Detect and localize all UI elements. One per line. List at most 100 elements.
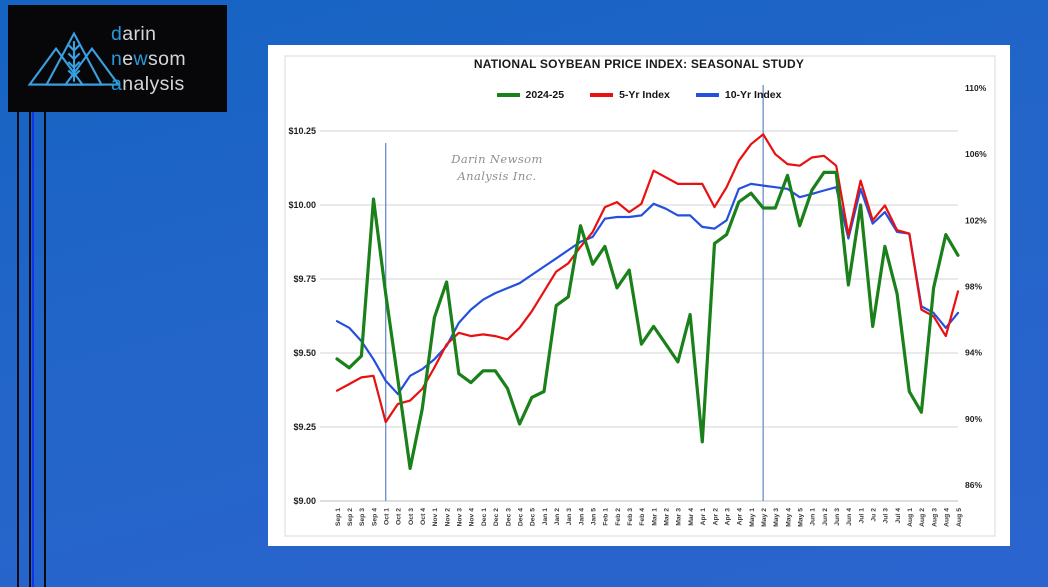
x-axis-tick: Jun 3 [834,508,841,526]
x-axis-tick: Feb 2 [615,508,622,526]
x-axis-tick: May 2 [761,508,768,527]
legend-label: 5-Yr Index [619,89,670,101]
x-axis-tick: Ju 2 [871,508,878,522]
right-axis-labels: 110% 106% 102% 98% 94% 90% 86% [965,83,987,490]
legend-label: 10-Yr Index [724,89,782,101]
x-axis-tick: Jan 2 [554,508,561,526]
chart-panel: $10.25 $10.00 $9.75 $9.50 $9.25 $9.00 110% 106%… [268,45,1010,546]
right-axis-tick: 86% [965,480,982,490]
right-axis-tick: 94% [965,348,982,358]
x-axis-tick: Aug 4 [944,508,951,527]
right-axis-tick: 106% [965,149,987,159]
watermark-line-2: Analysis Inc. [457,169,537,183]
series-line-2024-25 [335,170,960,470]
x-axis-tick: Oct 3 [408,508,415,525]
x-axis-tick: Nov 2 [444,508,451,527]
left-axis-tick: $9.00 [293,496,316,506]
x-axis-tick: Jan 1 [542,508,549,526]
x-axis-tick: Jul 3 [883,508,890,524]
x-axis-tick: Jul 1 [858,508,865,524]
x-axis-tick: Jun 2 [822,508,829,526]
logo-word: darin [111,23,157,45]
x-axis-tick: Feb 4 [639,508,646,526]
left-axis-labels: $10.25 $10.00 $9.75 $9.50 $9.25 $9.00 [288,126,316,506]
x-axis-tick: Feb 1 [603,508,610,526]
legend-swatch [590,93,614,97]
watermark: Darin Newsom Analysis Inc. [412,151,582,185]
x-axis-tick: Dec 1 [481,508,488,526]
x-axis-tick: Dec 2 [493,508,500,526]
left-stripe-black-2 [29,112,31,587]
x-axis-labels: Sep 1 Sep 2 Sep 3 Sep 4 Oct 1 Oct 2 Oct 3 Oct 4… [335,508,963,527]
right-axis-tick: 90% [965,414,982,424]
x-axis-tick: Mar 2 [664,508,671,526]
legend-swatch [496,93,520,97]
logo-word: analysis [111,73,185,95]
dna-logo: darin newsom analysis [8,5,227,112]
left-stripe-black-1 [17,112,19,587]
chart-title: NATIONAL SOYBEAN PRICE INDEX: SEASONAL S… [473,57,805,71]
reference-lines [385,85,764,501]
logo-word: newsom [111,48,187,70]
x-axis-tick: May 1 [749,508,756,527]
right-axis-tick: 102% [965,215,987,225]
x-axis-tick: Aug 2 [919,508,926,527]
left-axis-tick: $10.00 [288,200,316,210]
left-axis-tick: $9.25 [293,422,316,432]
x-axis-tick: Mar 1 [651,508,658,526]
x-axis-tick: Nov 1 [432,508,439,527]
x-axis-tick: Aug 1 [907,508,914,527]
x-axis-tick: Dec 5 [530,508,537,526]
x-axis-tick: Jan 5 [590,508,597,526]
x-axis-tick: May 5 [797,508,804,527]
x-axis-tick: Dec 4 [517,508,524,526]
seasonal-line-chart: $10.25 $10.00 $9.75 $9.50 $9.25 $9.00 110% 106%… [284,55,996,537]
logo-wordmark: darin newsom analysis [111,22,186,97]
x-axis-tick: May 4 [785,508,792,527]
legend-item-10-yr-index: 10-Yr Index [695,89,782,101]
x-axis-tick: Mar 4 [688,508,695,526]
x-axis-tick: May 3 [773,508,780,527]
legend-item-5-yr-index: 5-Yr Index [590,89,670,101]
x-axis-tick: Oct 4 [420,508,427,525]
x-axis-tick: Jan 3 [566,508,573,526]
x-axis-tick: Sep 2 [347,508,354,526]
left-axis-tick: $9.75 [293,274,316,284]
x-axis-tick: Sep 3 [359,508,366,526]
x-axis-tick: Apr 3 [724,508,731,526]
left-axis-tick: $10.25 [288,126,316,136]
x-axis-tick: Aug 3 [931,508,938,527]
right-axis-tick: 98% [965,281,982,291]
x-axis-tick: Apr 1 [700,508,707,526]
left-stripe-blue-accent [31,112,34,587]
x-axis-tick: Jun 1 [810,508,817,526]
x-axis-tick: Sep 4 [371,508,378,526]
x-axis-tick: Apr 4 [737,508,744,526]
x-axis-tick: Oct 2 [396,508,403,525]
left-stripe-black-3 [44,112,46,587]
x-axis-tick: Aug 5 [956,508,963,527]
x-axis-tick: Dec 3 [505,508,512,526]
legend-item-2024-25: 2024-25 [496,89,565,101]
x-axis-tick: Jun 4 [846,508,853,526]
x-axis-tick: Jan 4 [578,508,585,526]
x-axis-tick: Nov 4 [469,508,476,527]
left-axis-tick: $9.50 [293,348,316,358]
legend-swatch [695,93,719,97]
series-line-5-yr-index [335,133,960,424]
x-axis-tick: Jul 4 [895,508,902,524]
x-axis-tick: Sep 1 [335,508,342,526]
series-line-10-yr-index [335,182,960,396]
x-axis-tick: Mar 3 [676,508,683,526]
x-axis-tick: Oct 1 [384,508,391,525]
chart-frame [284,55,996,537]
x-axis-tick: Feb 3 [627,508,634,526]
legend-label: 2024-25 [525,89,565,101]
right-axis-tick: 110% [965,83,987,93]
mountain-wheat-triangles-icon [27,31,121,86]
x-axis-tick: Nov 3 [457,508,464,527]
x-axis-tick: Apr 2 [712,508,719,526]
chart-legend: 2024-25 5-Yr Index 10-Yr Index [268,89,1010,101]
watermark-line-1: Darin Newsom [451,152,543,166]
